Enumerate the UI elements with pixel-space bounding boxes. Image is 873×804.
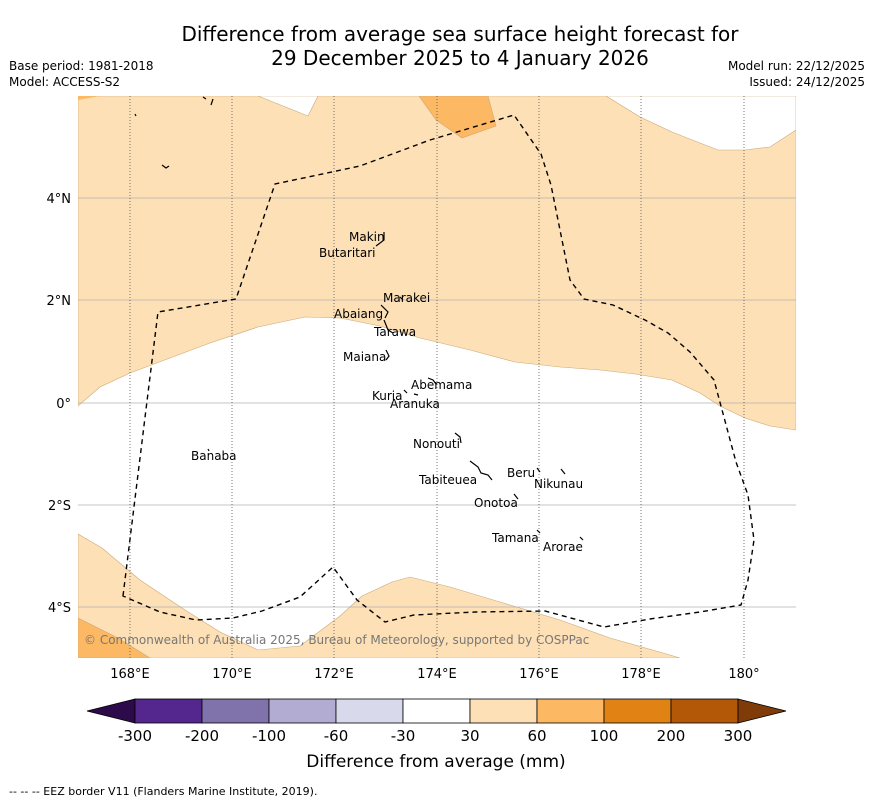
place-label: Aranuka	[390, 397, 440, 411]
place-label: Kuria	[372, 389, 403, 403]
colorbar-bin	[469, 698, 538, 724]
island-nw-2	[210, 98, 214, 106]
longitude-labels: 168°E 170°E 172°E 174°E 176°E 178°E 180°	[110, 667, 759, 682]
colorbar-tick: 200	[657, 727, 686, 745]
colorbar-tick: -30	[391, 727, 416, 745]
model-name: Model: ACCESS-S2	[9, 75, 121, 89]
base-period: Base period: 1981-2018	[9, 59, 154, 73]
colorbar: -300 -200 -100 -60 -30 30 60 100 200 300…	[86, 698, 787, 772]
colorbar-tick: -100	[252, 727, 286, 745]
island-nw-3	[134, 113, 137, 117]
colorbar-bin	[603, 698, 672, 724]
place-label: Makin	[349, 230, 385, 244]
island-nikunau	[560, 468, 566, 475]
colorbar-tick: 100	[590, 727, 619, 745]
white-region-northeast	[605, 96, 796, 151]
title-line-2: 29 December 2025 to 4 January 2026	[271, 46, 649, 70]
colorbar-tick: -60	[324, 727, 349, 745]
lon-label: 172°E	[314, 667, 354, 682]
place-label: Beru	[507, 466, 535, 480]
colorbar-bin	[670, 698, 739, 724]
colorbar-extend-high	[737, 698, 787, 724]
meridians	[129, 96, 745, 658]
anomaly-patch-60-100-north	[418, 96, 497, 139]
island-tabiteuea	[469, 460, 493, 481]
eez-border	[122, 114, 755, 628]
place-label: Maiana	[343, 350, 386, 364]
lat-label: 4°N	[47, 192, 72, 207]
island-tarawa	[383, 319, 394, 334]
anomaly-patch-60-100-south	[78, 617, 151, 658]
lat-label: 2°S	[48, 499, 71, 514]
map-area: Makin Butaritari Marakei Abaiang Tarawa …	[78, 96, 796, 658]
island-onotoa	[513, 493, 519, 500]
colorbar-bin	[134, 698, 203, 724]
island-nw-4	[161, 164, 170, 169]
place-label: Abemama	[411, 378, 472, 392]
place-labels: Makin Butaritari Marakei Abaiang Tarawa …	[191, 230, 583, 554]
island-tamana	[536, 529, 541, 534]
anomaly-patch-corner	[78, 96, 100, 100]
lat-label: 0°	[56, 397, 71, 412]
island-marakei	[399, 296, 404, 301]
colorbar-tick: -300	[118, 727, 152, 745]
colorbar-label: Difference from average (mm)	[306, 752, 565, 772]
eez-footnote: -- -- -- EEZ border V11 (Flanders Marine…	[9, 785, 318, 798]
meta-right: Model run: 22/12/2025 Issued: 24/12/2025	[728, 58, 865, 90]
colorbar-tick: 60	[527, 727, 546, 745]
place-label: Marakei	[383, 291, 430, 305]
anomaly-region-south	[78, 533, 681, 658]
copyright-notice: © Commonwealth of Australia 2025, Bureau…	[84, 633, 589, 647]
colorbar-bin	[536, 698, 605, 724]
island-arorae	[579, 536, 584, 541]
place-label: Tamana	[491, 531, 539, 545]
colorbar-tick: 30	[460, 727, 479, 745]
place-label: Tarawa	[373, 325, 416, 339]
island-kuria	[403, 389, 408, 394]
map-title: Difference from average sea surface heig…	[60, 22, 860, 70]
island-abemama	[427, 377, 437, 385]
lat-label: 4°S	[48, 601, 71, 616]
place-label: Banaba	[191, 449, 237, 463]
place-label: Nikunau	[534, 477, 583, 491]
island-beru	[536, 467, 541, 473]
place-label: Onotoa	[474, 496, 518, 510]
island-aranuka	[413, 393, 419, 396]
island-banaba	[207, 448, 210, 452]
colorbar-bin	[335, 698, 404, 724]
place-label: Abaiang	[334, 307, 383, 321]
lon-label: 176°E	[519, 667, 559, 682]
lon-label: 168°E	[110, 667, 150, 682]
place-label: Arorae	[543, 540, 583, 554]
title-line-1: Difference from average sea surface heig…	[181, 22, 739, 46]
colorbar-bin	[201, 698, 270, 724]
island-nonouti	[454, 432, 462, 444]
island-makin-butaritari	[375, 232, 385, 247]
model-run: Model run: 22/12/2025	[727, 59, 865, 73]
lon-label: 180°	[728, 667, 759, 682]
island-nw-1	[202, 96, 207, 100]
lon-label: 170°E	[212, 667, 252, 682]
colorbar-tick: 300	[724, 727, 753, 745]
island-abaiang	[380, 304, 389, 319]
lat-label: 2°N	[47, 294, 72, 309]
lon-label: 174°E	[417, 667, 457, 682]
lon-label: 178°E	[621, 667, 661, 682]
anomaly-region-north	[78, 96, 796, 431]
colorbar-bin	[268, 698, 337, 724]
colorbar-tick: -200	[185, 727, 219, 745]
latitude-labels: 4°N 2°N 0° 2°S 4°S	[47, 192, 72, 616]
place-label: Butaritari	[319, 246, 376, 260]
issued-date: Issued: 24/12/2025	[749, 75, 865, 89]
white-notch-north	[257, 96, 319, 117]
island-maiana	[385, 349, 390, 361]
colorbar-extend-low	[86, 698, 136, 724]
place-label: Nonouti	[413, 437, 460, 451]
meta-left: Base period: 1981-2018 Model: ACCESS-S2	[9, 58, 154, 90]
place-label: Tabiteuea	[418, 473, 477, 487]
colorbar-bin	[402, 698, 471, 724]
islands	[134, 96, 584, 541]
